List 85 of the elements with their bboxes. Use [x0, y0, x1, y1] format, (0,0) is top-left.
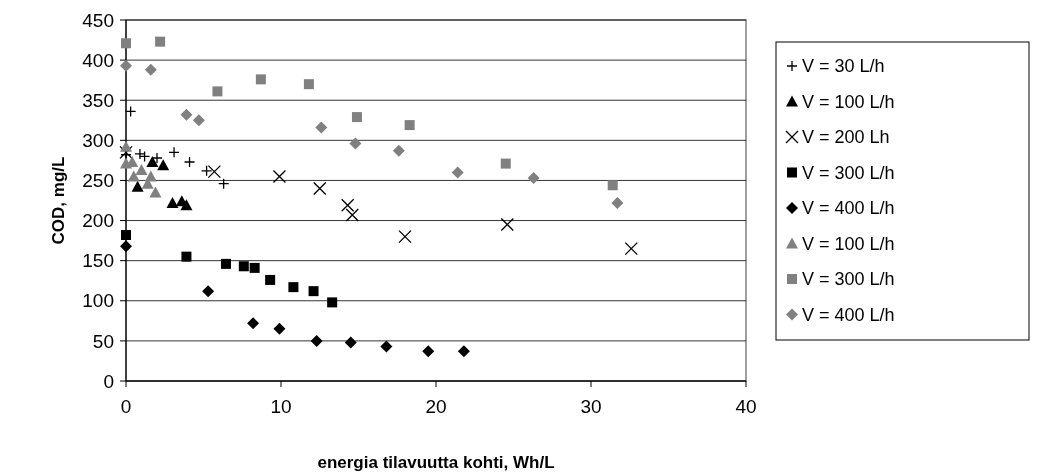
point — [500, 217, 514, 232]
point — [192, 114, 205, 127]
point — [303, 79, 314, 90]
y-tick-label: 100 — [82, 290, 114, 312]
point — [220, 258, 231, 269]
point — [249, 262, 260, 273]
point — [180, 199, 193, 211]
point — [398, 229, 412, 244]
point — [131, 180, 144, 192]
legend-label: V = 100 L/h — [802, 91, 895, 112]
point — [120, 240, 132, 253]
point — [168, 146, 180, 159]
point — [149, 186, 162, 198]
y-axis-title: COD, mg/L — [49, 156, 68, 245]
point — [288, 282, 299, 293]
point — [120, 59, 132, 72]
point — [308, 286, 319, 297]
point — [207, 164, 221, 179]
y-tick-label: 150 — [82, 250, 114, 272]
legend-label: V = 400 L/h — [802, 198, 895, 219]
point — [457, 345, 470, 358]
x-tick-label: 0 — [120, 396, 132, 417]
y-tick-label: 0 — [103, 370, 114, 392]
point — [200, 165, 213, 177]
point — [183, 156, 196, 168]
point — [135, 164, 148, 176]
point — [157, 159, 170, 171]
point — [125, 105, 137, 118]
y-tick-label: 200 — [82, 210, 114, 232]
point — [404, 120, 415, 131]
point — [344, 336, 357, 349]
point — [380, 340, 393, 353]
y-tick-label: 300 — [82, 129, 114, 151]
y-tick-label: 50 — [92, 330, 114, 352]
point — [138, 150, 151, 163]
point — [313, 181, 327, 196]
point — [607, 180, 618, 191]
y-tick-label: 350 — [82, 89, 114, 111]
point — [127, 170, 140, 182]
point — [500, 158, 511, 169]
point — [341, 198, 355, 212]
y-tick-label: 250 — [82, 170, 114, 192]
point — [255, 74, 266, 85]
point — [422, 345, 435, 358]
point — [121, 38, 131, 49]
point — [272, 169, 287, 184]
legend-label: V = 30 L/h — [802, 56, 885, 77]
point — [121, 230, 131, 240]
point — [351, 112, 362, 123]
x-tick-label: 10 — [270, 396, 292, 417]
legend-label: V = 300 L/h — [802, 269, 895, 290]
point — [273, 322, 286, 335]
x-axis-title: energia tilavuutta kohti, Wh/L — [317, 453, 555, 472]
point — [218, 178, 230, 190]
point — [327, 297, 338, 308]
point — [146, 155, 159, 167]
legend-label: V = 100 L/h — [802, 233, 895, 254]
point — [349, 137, 362, 150]
y-tick-label: 450 — [82, 9, 114, 31]
point — [144, 170, 157, 182]
point — [345, 208, 359, 222]
legend-label: V = 400 L/h — [802, 304, 895, 325]
point — [238, 261, 249, 272]
point — [144, 63, 157, 76]
point — [265, 274, 276, 285]
point — [527, 172, 540, 185]
legend-label: V = 300 L/h — [802, 162, 895, 183]
point — [624, 241, 638, 256]
legend-label: V = 200 Lh — [802, 127, 890, 148]
point — [451, 166, 464, 179]
point — [310, 334, 323, 347]
point — [202, 285, 215, 298]
point — [181, 251, 192, 262]
x-tick-label: 20 — [425, 396, 447, 417]
point — [611, 196, 624, 209]
point — [315, 121, 328, 134]
point — [247, 317, 260, 330]
point — [166, 196, 179, 208]
point — [392, 144, 405, 157]
x-tick-label: 30 — [580, 396, 602, 417]
x-tick-label: 40 — [735, 396, 757, 417]
point — [155, 36, 166, 47]
point — [212, 86, 223, 97]
point — [180, 108, 193, 121]
y-tick-label: 400 — [82, 49, 114, 71]
